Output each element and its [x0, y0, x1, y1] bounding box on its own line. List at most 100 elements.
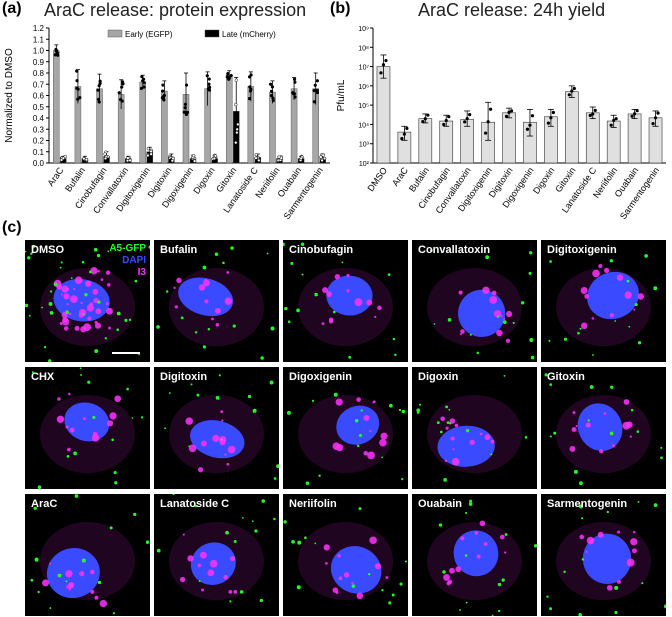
chart-a-point: [292, 77, 297, 81]
i3-focus: [580, 287, 588, 294]
gfp-punctum: [96, 253, 101, 258]
i3-focus: [109, 412, 117, 420]
chart-a-point: [249, 87, 253, 92]
chart-a: 0.0 0.1 0.2 0.3 0.4 0.5 0.6 0.7 0.8 0.9 1.0 1.1 1.2 N…: [4, 24, 330, 221]
i3-focus: [617, 579, 621, 584]
chart-a-point: [160, 96, 165, 100]
gfp-punctum: [266, 252, 269, 255]
chart-a-point: [96, 88, 100, 92]
gfp-punctum: [247, 394, 252, 399]
i3-focus: [474, 531, 479, 535]
i3-focus: [80, 301, 83, 305]
chart-a-point: [149, 149, 153, 154]
chart-a-point: [120, 80, 125, 84]
i3-focus: [99, 599, 108, 608]
micrograph-tile: Bufalin: [154, 240, 279, 362]
i3-focus: [68, 392, 71, 396]
gfp-punctum: [168, 392, 171, 394]
i3-focus: [479, 432, 483, 436]
micrograph-tile: Convallatoxin: [412, 240, 537, 362]
chart-b-bar: [585, 112, 600, 164]
gfp-punctum: [138, 353, 140, 356]
i3-focus: [226, 462, 230, 466]
chart-b-point: [653, 116, 658, 120]
i3-focus: [580, 322, 588, 330]
gfp-punctum: [548, 339, 551, 342]
gfp-punctum: [392, 337, 396, 341]
gfp-punctum: [637, 341, 642, 345]
chart-a-y-tick-label: 0.1: [33, 148, 45, 157]
i3-focus: [598, 264, 603, 269]
i3-focus: [328, 319, 334, 324]
gfp-punctum: [31, 244, 36, 249]
gfp-punctum: [465, 601, 468, 604]
i3-focus: [326, 291, 332, 298]
micrograph-image: [25, 244, 150, 362]
gfp-punctum: [549, 607, 553, 611]
i3-focus: [323, 544, 330, 551]
panel-b-letter: (b): [330, 0, 351, 17]
gfp-punctum: [610, 385, 614, 389]
chart-a-point: [315, 88, 319, 92]
chart-a-point: [98, 81, 102, 86]
gfp-punctum: [194, 504, 198, 508]
gfp-punctum: [549, 435, 552, 438]
chart-a-point: [292, 92, 297, 96]
chart-b-point: [572, 86, 576, 91]
gfp-punctum: [466, 428, 470, 433]
i3-focus: [66, 303, 69, 306]
micrograph-label: AraC: [31, 498, 58, 510]
gfp-punctum: [528, 271, 532, 275]
gfp-punctum: [31, 371, 34, 374]
micrograph-image: [156, 494, 276, 603]
i3-focus: [630, 538, 638, 546]
chart-a-point: [207, 82, 211, 86]
i3-focus: [93, 298, 99, 304]
gfp-punctum: [287, 320, 291, 324]
i3-focus: [379, 438, 387, 447]
gfp-punctum: [404, 560, 407, 563]
gfp-punctum: [388, 601, 392, 605]
gfp-punctum: [433, 323, 436, 325]
gfp-punctum: [391, 593, 395, 597]
chart-b-x-tick-label: Digoxin: [531, 165, 556, 195]
i3-focus: [476, 554, 481, 559]
i3-focus: [484, 434, 491, 441]
micrograph-image: [283, 507, 407, 605]
chart-b-y-tick-label: 10⁶: [358, 84, 369, 91]
i3-focus: [496, 329, 503, 337]
micrograph-image: [30, 494, 150, 615]
gfp-punctum: [354, 419, 359, 423]
i3-focus: [377, 305, 382, 311]
i3-focus: [366, 299, 373, 306]
gfp-punctum: [34, 557, 39, 562]
gfp-punctum: [563, 570, 566, 574]
chart-a-point: [257, 158, 261, 162]
gfp-punctum: [436, 421, 440, 425]
gfp-punctum: [261, 499, 266, 503]
chart-a-point: [213, 154, 218, 158]
gfp-punctum: [296, 585, 301, 590]
channel-legend-label: DAPI: [122, 255, 146, 266]
chart-b-bar: [439, 120, 454, 164]
gfp-punctum: [194, 331, 198, 334]
gfp-punctum: [503, 374, 506, 377]
gfp-punctum: [416, 408, 421, 412]
i3-focus: [106, 307, 113, 315]
scale-bar: [112, 352, 140, 354]
i3-focus: [80, 326, 87, 333]
gfp-punctum: [628, 325, 631, 328]
gfp-punctum: [53, 282, 58, 287]
i3-focus: [632, 548, 637, 554]
i3-focus: [321, 322, 325, 326]
gfp-punctum: [284, 306, 288, 311]
gfp-punctum: [260, 356, 264, 360]
i3-focus: [452, 448, 455, 451]
gfp-punctum: [25, 303, 29, 308]
chart-a-point: [313, 83, 317, 87]
gfp-punctum: [66, 455, 70, 458]
gfp-punctum: [291, 539, 295, 544]
chart-a-point: [184, 83, 189, 87]
i3-focus: [460, 536, 465, 541]
i3-focus: [351, 581, 354, 585]
